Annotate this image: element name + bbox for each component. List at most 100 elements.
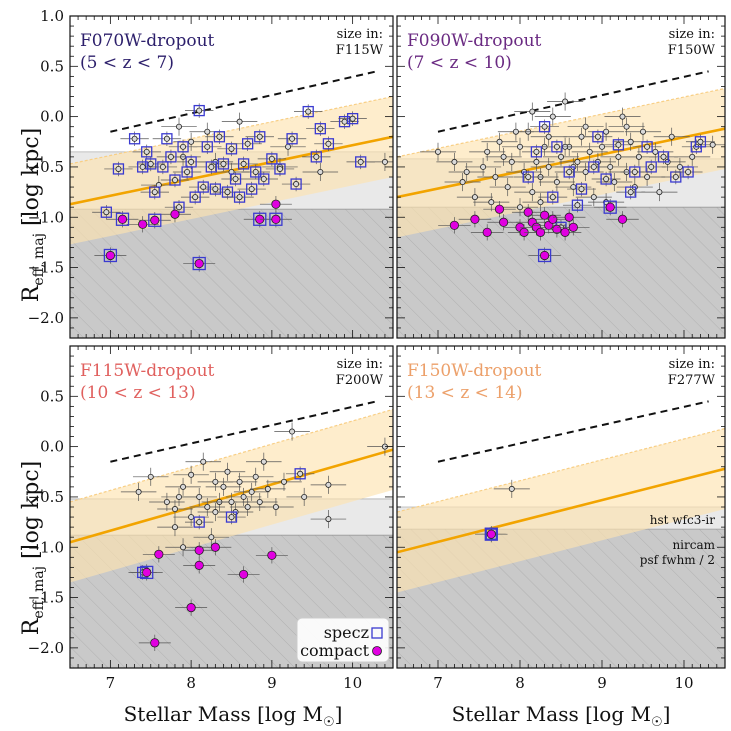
specz-galaxy-point: [103, 209, 110, 216]
y-tick-label: 1.0: [40, 7, 64, 25]
panel-1: 1.0 0.5 0.0 −0.5 −1.0 −1.5 −2.0 F070W-dropout(5…: [28, 7, 394, 339]
specz-marker: [355, 156, 367, 168]
specz-galaxy-point: [180, 143, 187, 150]
compact-specz-marker: [140, 565, 154, 580]
y-tick-label: −0.5: [28, 158, 64, 176]
galaxy-point: [180, 544, 187, 551]
size-in-label: size in:: [669, 27, 715, 42]
specz-marker: [266, 153, 278, 165]
specz-marker: [217, 158, 230, 170]
galaxy-point: [171, 506, 178, 513]
specz-galaxy-point: [615, 141, 622, 148]
compact-galaxy-point: [617, 214, 628, 224]
compact-galaxy-point: [548, 214, 558, 224]
galaxy-point: [488, 199, 495, 206]
compact-galaxy-point: [105, 250, 115, 261]
specz-galaxy-point: [224, 189, 231, 196]
specz-galaxy-point: [297, 470, 304, 477]
specz-galaxy-point: [648, 163, 655, 170]
specz-marker: [294, 468, 306, 480]
size-band-label: F200W: [336, 373, 384, 388]
galaxy-point: [549, 113, 556, 120]
x-axis-label-left-sun: ☉: [323, 715, 335, 730]
specz-marker: [302, 105, 314, 118]
specz-marker: [201, 141, 213, 153]
y-axis-label-top-sub: eff, maj: [31, 233, 47, 286]
specz-marker: [538, 121, 551, 133]
specz-galaxy-point: [533, 148, 540, 155]
specz-marker: [694, 136, 707, 148]
specz-galaxy-point: [143, 148, 150, 155]
specz-galaxy-point: [256, 133, 263, 140]
nircam-limit-label: nircam: [672, 538, 715, 552]
specz-marker: [588, 161, 600, 173]
galaxy-point: [236, 478, 243, 485]
galaxy-point: [590, 194, 597, 201]
galaxy-point: [558, 153, 565, 160]
specz-galaxy-point: [196, 107, 203, 114]
specz-galaxy-point: [151, 189, 158, 196]
galaxy-point: [619, 113, 626, 120]
specz-galaxy-point: [349, 115, 356, 122]
specz-galaxy-point: [525, 173, 532, 180]
specz-galaxy-point: [196, 519, 203, 526]
panel-4: 7 8 9 10 F150W-dropout(13 < z < 14) size in:F…: [396, 345, 726, 692]
galaxy-point: [256, 498, 263, 505]
specz-marker: [258, 173, 270, 185]
legend-box: [296, 617, 390, 663]
specz-galaxy-point: [549, 194, 556, 201]
compact-galaxy-point: [267, 550, 277, 560]
compact-galaxy-point: [486, 529, 496, 539]
compact-galaxy-point: [568, 222, 578, 232]
x-axis-label-left: Stellar Mass [log M☉]: [124, 702, 343, 730]
specz-galaxy-point: [276, 165, 283, 172]
specz-galaxy-point: [171, 177, 178, 184]
specz-galaxy-point: [660, 153, 667, 160]
panel-2: F090W-dropout(7 < z < 10) size in:F150W: [396, 15, 726, 339]
specz-galaxy-point: [184, 168, 191, 175]
galaxy-point: [512, 128, 519, 135]
compact-galaxy-point: [498, 217, 509, 227]
size-in-label: size in:: [337, 357, 383, 372]
compact-galaxy-point: [523, 207, 533, 217]
galaxy-point: [260, 458, 267, 465]
y-tick-label: −0.5: [28, 488, 64, 506]
specz-marker: [193, 516, 205, 528]
specz-galaxy-point: [627, 189, 634, 196]
compact-galaxy-point: [194, 560, 204, 570]
panel-title: F070W-dropout: [80, 31, 215, 51]
specz-marker: [310, 151, 322, 163]
galaxy-point: [545, 163, 552, 170]
galaxy-point: [611, 179, 618, 186]
galaxy-point: [586, 148, 593, 155]
specz-galaxy-point: [293, 181, 300, 188]
data-points: [419, 92, 725, 264]
specz-marker: [137, 161, 149, 173]
reference-dashed-line: [437, 400, 709, 463]
specz-marker: [657, 151, 670, 163]
specz-marker: [233, 191, 246, 203]
specz-galaxy-point: [163, 135, 170, 142]
specz-galaxy-point: [240, 160, 247, 167]
relation-band-upper-edge: [397, 427, 725, 513]
compact-galaxy-point: [494, 204, 505, 214]
galaxy-point: [709, 141, 716, 148]
data-points: [120, 422, 393, 651]
specz-marker: [237, 158, 250, 170]
compact-specz-marker: [537, 248, 552, 263]
galaxy-point: [147, 473, 154, 480]
specz-marker: [551, 141, 563, 153]
galaxy-point: [517, 204, 524, 211]
galaxy-point: [135, 488, 142, 495]
galaxy-point: [644, 173, 651, 180]
compact-galaxy-point: [186, 603, 196, 613]
galaxy-point: [517, 143, 524, 150]
galaxy-point: [176, 493, 183, 500]
reference-dashed-line: [110, 400, 378, 463]
specz-galaxy-point: [236, 194, 243, 201]
specz-galaxy-point: [341, 118, 348, 125]
panel-plot-area: [397, 400, 725, 668]
compact-galaxy-point: [142, 567, 152, 578]
compact-galaxy-point: [210, 542, 220, 552]
